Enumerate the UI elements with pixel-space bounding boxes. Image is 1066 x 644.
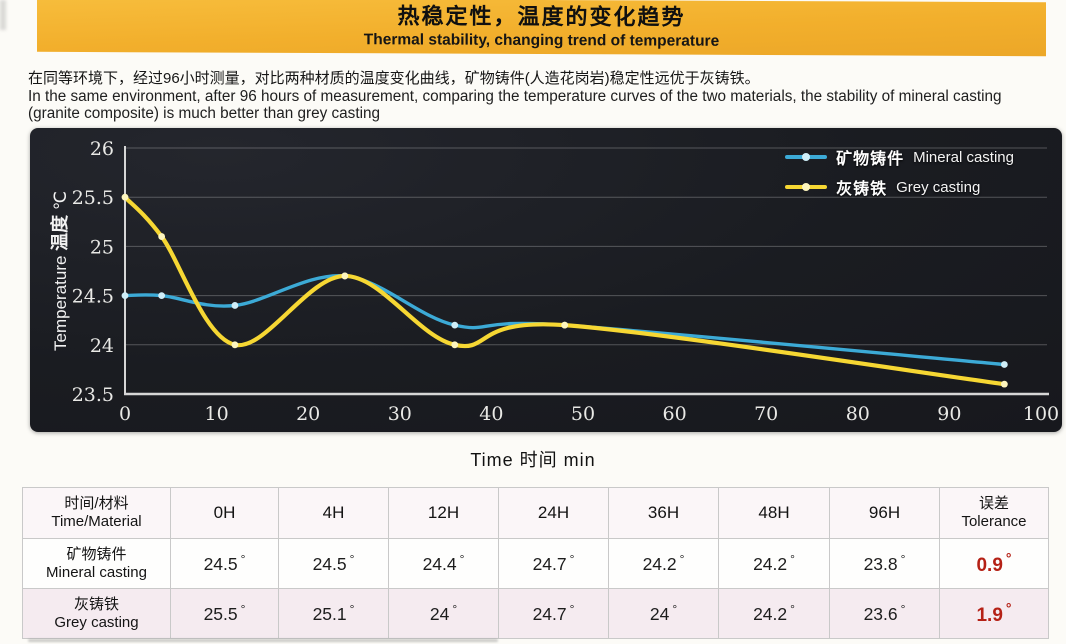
table-cell: 24.4 ° [388,538,499,589]
column-header-0h: 0H [170,487,279,539]
degree-symbol: ° [1005,600,1012,616]
svg-text:60: 60 [663,403,687,425]
scan-artifact [0,0,6,30]
data-table: 时间/材料 Time/Material 0H 4H 12H 24H 36H 48… [22,487,1049,639]
svg-text:0: 0 [119,403,131,425]
degree-symbol: ° [459,552,465,566]
x-axis-title: Time 时间 min [470,450,596,470]
table-cell: 24.7 ° [498,538,609,589]
row-label-zh: 矿物铸件 [66,545,127,563]
table-corner-cell: 时间/材料 Time/Material [22,487,171,539]
table-cell: 24 ° [388,588,499,639]
chart-canvas: 26 25.5 25 24.5 24 23.50 10 20 30 40 50 60 70 80 90 100… [49,138,1059,425]
degree-symbol: ° [240,602,246,616]
legend-item-mineral-casting: 矿物铸件 Mineral casting [785,145,1014,169]
table-cell: 25.1 ° [278,588,389,639]
column-header-36h: 36H [608,487,719,539]
column-header-4h: 4H [278,487,389,539]
degree-symbol: ° [790,552,795,566]
svg-text:90: 90 [937,403,961,425]
row-label-en: Mineral casting [46,563,147,581]
page-title-zh: 热稳定性，温度的变化趋势 [397,3,686,30]
degree-symbol: ° [349,552,355,566]
legend-swatch-grey [785,183,828,191]
table-cell: 24.2 ° [718,588,830,639]
degree-symbol: ° [349,602,355,616]
svg-text:25: 25 [90,236,114,258]
legend-marker-dot [802,183,811,191]
table-cell: 24.2 ° [608,538,719,589]
tolerance-value-grey: 1.9 ° [939,588,1049,639]
svg-text:23.5: 23.5 [72,384,114,406]
degree-symbol: ° [679,552,685,566]
corner-label-zh: 时间/材料 [64,495,129,512]
degree-symbol: ° [900,602,906,616]
column-header-96h: 96H [829,487,940,539]
row-label-cell: 灰铸铁 Grey casting [22,588,171,639]
svg-text:24.5: 24.5 [72,286,114,308]
table-cell: 24.5 ° [278,538,389,589]
svg-text:40: 40 [479,403,503,425]
tolerance-label-zh: 误差 [978,495,1009,512]
legend-label-en: Grey casting [896,178,981,196]
title-banner: 热稳定性，温度的变化趋势 Thermal stability, changing… [37,0,1046,57]
svg-text:30: 30 [388,403,412,425]
corner-label-en: Time/Material [51,513,142,530]
row-label-en: Grey casting [54,613,139,631]
row-label-cell: 矿物铸件 Mineral casting [22,538,171,589]
table-cell: 24.5 ° [170,538,279,589]
table-header-row: 时间/材料 Time/Material 0H 4H 12H 24H 36H 48… [22,487,1049,539]
page-title-en: Thermal stability, changing trend of tem… [363,31,720,50]
svg-text:70: 70 [754,403,778,425]
chart-legend: 矿物铸件 Mineral casting 灰铸铁 Grey casting [785,145,1014,199]
intro-paragraph: 在同等环境下，经过96小时测量，对比两种材质的温度变化曲线，矿物铸件(人造花岗岩… [28,69,1020,123]
column-header-tolerance: 误差 Tolerance [939,487,1049,539]
svg-text:10: 10 [205,403,229,425]
svg-text:50: 50 [571,403,595,425]
column-header-24h: 24H [498,487,609,539]
row-label-zh: 灰铸铁 [73,595,119,613]
legend-label-en: Mineral casting [913,148,1014,166]
column-header-48h: 48H [718,487,830,539]
column-header-12h: 12H [388,487,499,539]
tolerance-label-en: Tolerance [961,513,1027,530]
legend-item-grey-casting: 灰铸铁 Grey casting [785,175,1014,199]
legend-marker-dot [802,153,811,161]
svg-text:Temperature 温度 ℃: Temperature 温度 ℃ [49,191,70,351]
table-row-mineral-casting: 矿物铸件 Mineral casting 24.5 ° 24.5 ° 24.4 ° 2… [22,538,1049,589]
degree-symbol: ° [790,602,795,616]
legend-swatch-mineral [785,153,828,161]
legend-label-zh: 矿物铸件 [836,151,905,168]
intro-text-en: In the same environment, after 96 hours … [28,88,1002,122]
table-cell: 24 ° [608,588,719,639]
table-cell: 24.2 ° [718,538,830,589]
tolerance-value-mineral: 0.9 ° [939,538,1049,589]
intro-text-zh: 在同等环境下，经过96小时测量，对比两种材质的温度变化曲线，矿物铸件(人造花岗岩… [28,70,760,87]
legend-label-zh: 灰铸铁 [836,181,888,198]
degree-symbol: ° [900,552,906,566]
svg-text:26: 26 [90,138,114,160]
degree-symbol: ° [1005,550,1012,566]
svg-text:80: 80 [846,403,870,425]
thermal-stability-chart: 26 25.5 25 24.5 24 23.5 0 10 20 30 40 50 60 70 80 90 100… [30,128,1062,432]
degree-symbol: ° [452,602,458,616]
degree-symbol: ° [672,602,678,616]
svg-text:100: 100 [1023,403,1059,425]
table-row-grey-casting: 灰铸铁 Grey casting 25.5 ° 25.1 ° 24 ° 24.7 ° 2… [22,588,1049,639]
table-cell: 24.7 ° [498,588,609,639]
table-cell: 25.5 ° [170,588,279,639]
svg-text:25.5: 25.5 [72,187,114,209]
svg-text:24: 24 [90,335,114,357]
degree-symbol: ° [569,602,575,616]
table-cell: 23.8 ° [829,538,940,589]
table-cell: 23.6 ° [829,588,940,639]
scan-artifact [28,639,498,642]
svg-text:20: 20 [296,403,320,425]
degree-symbol: ° [569,552,575,566]
degree-symbol: ° [240,552,246,566]
